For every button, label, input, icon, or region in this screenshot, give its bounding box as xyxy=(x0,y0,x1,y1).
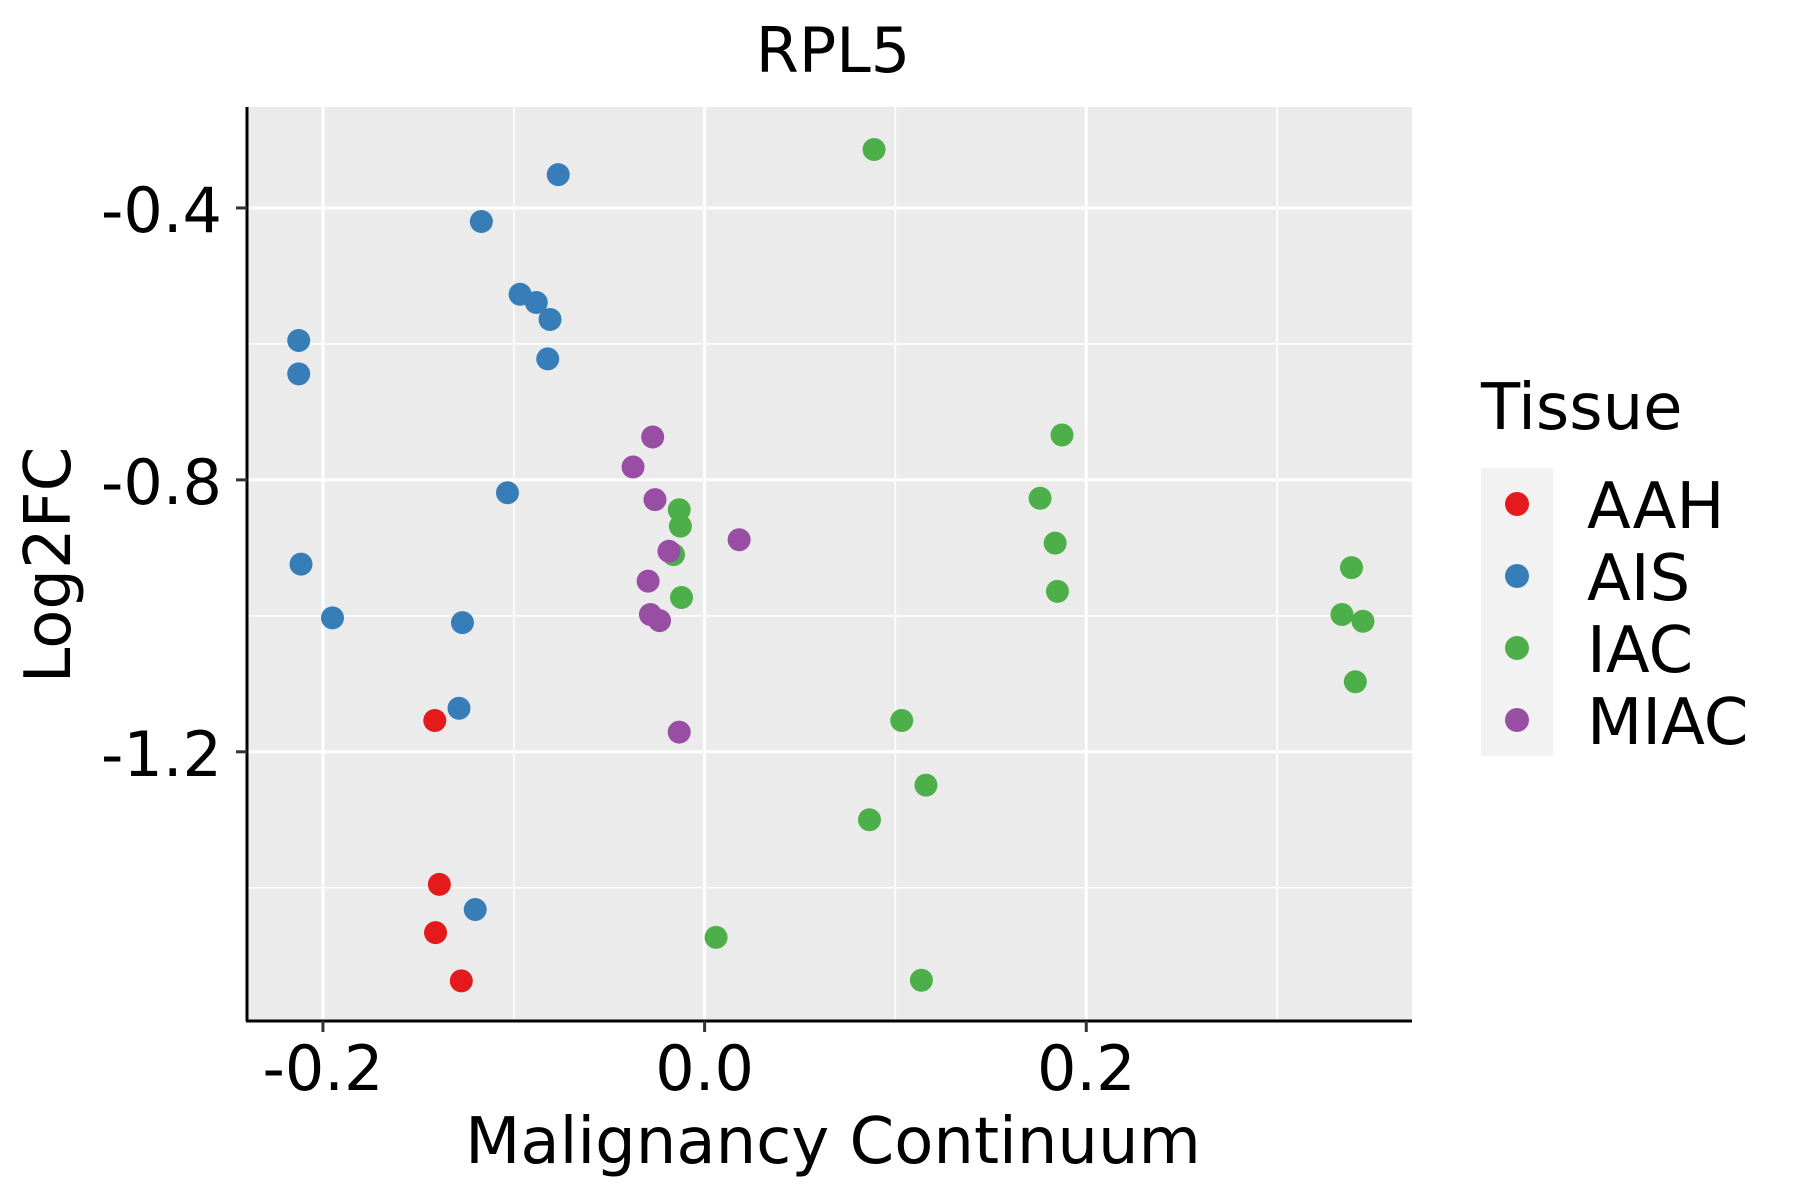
legend-label-iac: IAC xyxy=(1587,614,1693,688)
legend-key-aah xyxy=(1505,492,1529,516)
data-point-iac xyxy=(667,498,691,522)
data-point-iac xyxy=(670,585,694,609)
data-point-aah xyxy=(449,969,473,993)
data-point-miac xyxy=(667,720,691,744)
x-tick-label: -0.2 xyxy=(262,1032,383,1105)
data-point-iac xyxy=(1050,423,1074,447)
x-tick-label: 0.2 xyxy=(1037,1032,1136,1105)
y-tick-label: -1.2 xyxy=(101,718,222,791)
legend-key-iac xyxy=(1505,636,1529,660)
data-point-ais xyxy=(524,290,548,314)
legend-label-aah: AAH xyxy=(1587,470,1724,544)
legend-label-miac: MIAC xyxy=(1587,686,1748,760)
data-point-iac xyxy=(909,968,933,992)
data-point-iac xyxy=(1340,556,1364,580)
data-point-iac xyxy=(857,808,881,832)
data-point-iac xyxy=(1045,579,1069,603)
legend-label-ais: AIS xyxy=(1587,542,1690,616)
data-point-aah xyxy=(423,709,447,733)
data-point-iac xyxy=(704,925,728,949)
data-point-ais xyxy=(536,347,560,371)
data-point-iac xyxy=(668,514,692,538)
y-axis-title: Log2FC xyxy=(12,447,86,684)
y-tick-label: -0.4 xyxy=(101,174,222,247)
data-point-iac xyxy=(1043,531,1067,555)
data-point-ais xyxy=(538,307,562,331)
data-point-ais xyxy=(546,163,570,187)
legend-key-ais xyxy=(1505,564,1529,588)
data-points xyxy=(287,137,1375,993)
x-tick-label: 0.0 xyxy=(655,1032,754,1105)
data-point-iac xyxy=(890,709,914,733)
y-tick-label: -0.8 xyxy=(101,446,222,519)
data-point-ais xyxy=(289,552,313,576)
data-point-ais xyxy=(320,606,344,630)
data-point-aah xyxy=(427,872,451,896)
legend-title: Tissue xyxy=(1480,371,1683,445)
x-axis-title: Malignancy Continuum xyxy=(465,1105,1201,1179)
axis-ticks: -0.2 0.0 0.2 -0.4 -0.8 -1.2 xyxy=(101,174,1136,1105)
data-point-miac xyxy=(636,569,660,593)
data-point-iac xyxy=(1330,602,1354,626)
data-point-miac xyxy=(648,609,672,633)
data-point-aah xyxy=(424,921,448,945)
data-point-miac xyxy=(643,488,667,512)
data-point-iac xyxy=(914,773,938,797)
data-point-ais xyxy=(495,481,519,505)
data-point-ais xyxy=(450,611,474,635)
data-point-iac xyxy=(862,137,886,161)
data-point-miac xyxy=(641,425,665,449)
data-point-miac xyxy=(657,539,681,563)
data-point-iac xyxy=(1343,670,1367,694)
data-point-iac xyxy=(1351,609,1375,633)
data-point-ais xyxy=(287,362,311,386)
data-point-ais xyxy=(287,329,311,353)
plot-panel xyxy=(247,107,1412,1021)
data-point-miac xyxy=(727,528,751,552)
data-point-iac xyxy=(1028,486,1052,510)
data-point-ais xyxy=(447,696,471,720)
data-point-ais xyxy=(469,210,493,234)
chart-title: RPL5 xyxy=(756,14,910,87)
data-point-miac xyxy=(621,455,645,479)
data-point-ais xyxy=(463,898,487,922)
legend-key-miac xyxy=(1505,708,1529,732)
